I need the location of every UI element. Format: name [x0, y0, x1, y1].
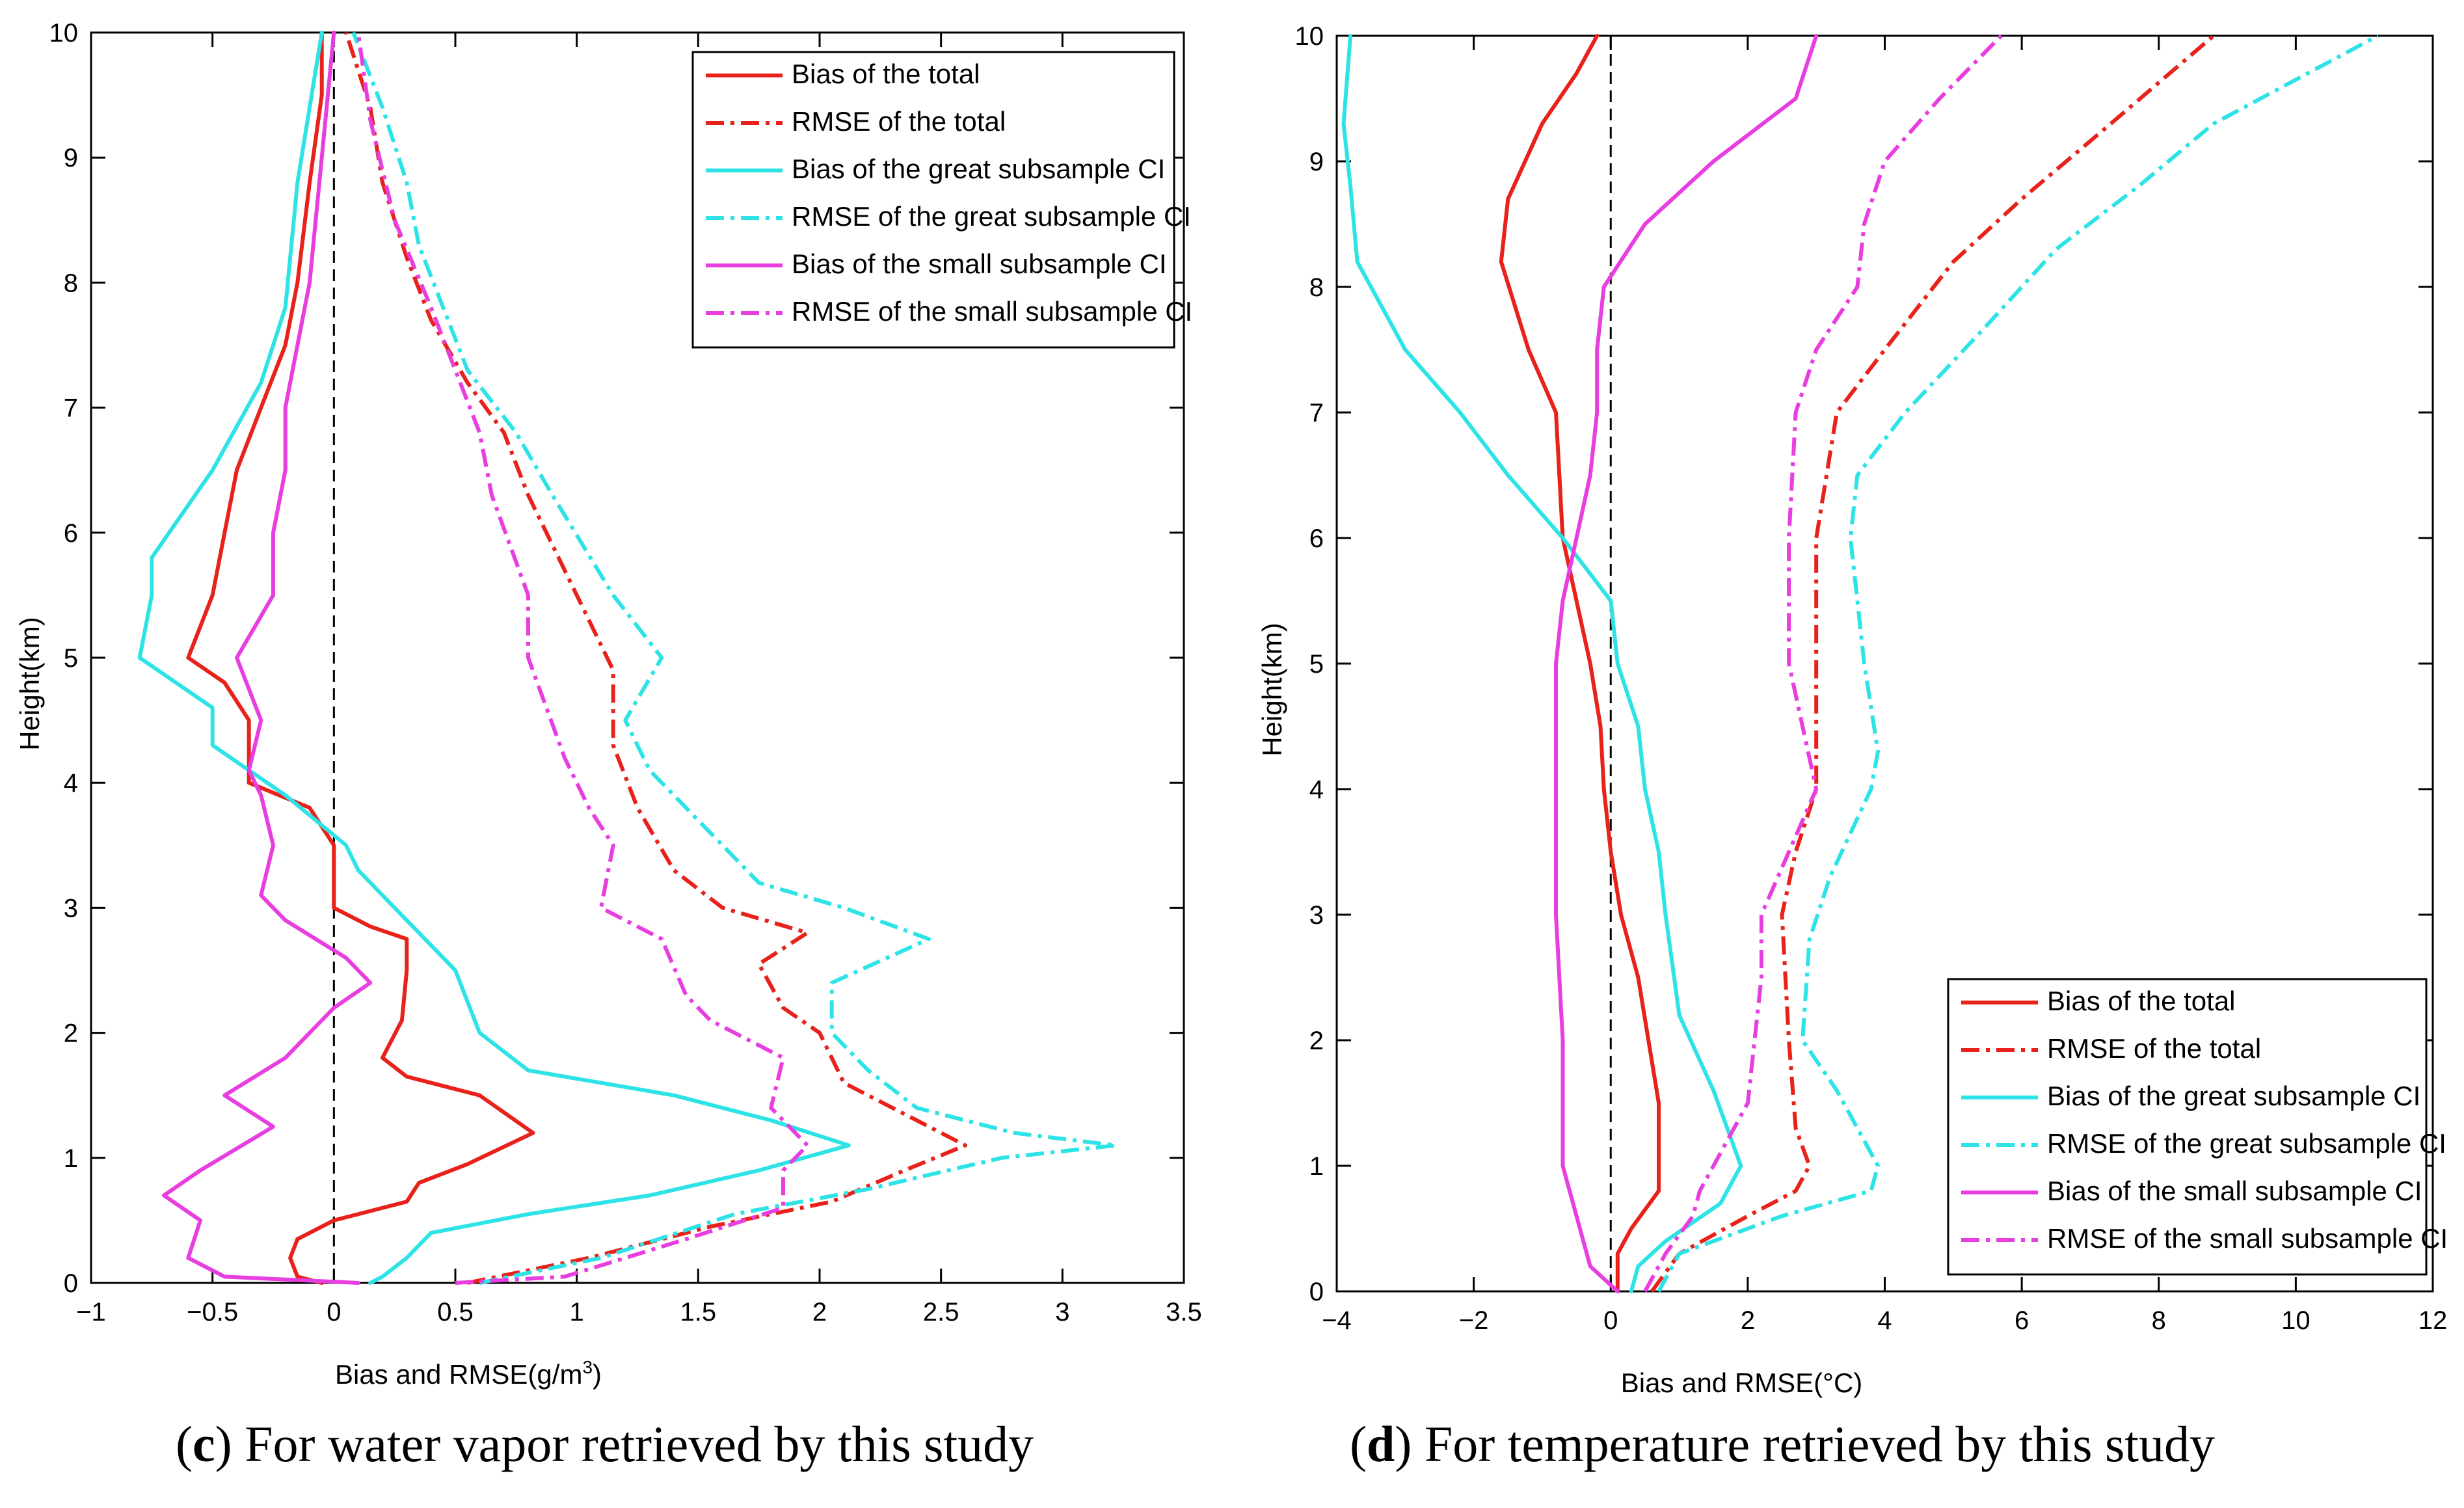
caption-letter: d — [1366, 1416, 1395, 1472]
x-tick-label: 3 — [1055, 1298, 1069, 1326]
legend-entry-label: RMSE of the great subsample CI — [2047, 1128, 2446, 1159]
series-line — [1657, 34, 2379, 1293]
y-tick-label: 7 — [64, 394, 78, 423]
legend-entry-label: Bias of the total — [2047, 986, 2236, 1016]
y-tick-label: 7 — [1309, 399, 1324, 427]
legend: Bias of the total RMSE of the total Bias o… — [691, 51, 1192, 349]
x-tick-label: 0 — [1603, 1306, 1618, 1335]
series-line — [1499, 34, 1661, 1293]
legend-entry-label: RMSE of the total — [2047, 1033, 2261, 1064]
x-tick-label: 1 — [570, 1298, 584, 1326]
x-tick-label: −2 — [1459, 1306, 1489, 1335]
legend-entry-label: Bias of the great subsample CI — [792, 154, 1165, 184]
legend-entry-label: RMSE of the small subsample CI — [792, 296, 1192, 327]
y-tick-label: 5 — [64, 644, 78, 673]
legend: Bias of the total RMSE of the total Bias o… — [1947, 978, 2448, 1276]
y-tick-label: 8 — [64, 269, 78, 297]
caption-text: For temperature retrieved by this study — [1412, 1416, 2216, 1472]
series-line — [1643, 34, 2003, 1293]
series-line — [344, 32, 967, 1285]
y-tick-label: 10 — [49, 19, 79, 47]
x-tick-label: 6 — [2015, 1306, 2029, 1335]
x-tick-label: −0.5 — [187, 1298, 238, 1326]
caption-c: (c) For water vapor retrieved by this st… — [176, 1416, 1034, 1472]
x-tick-label: 2 — [812, 1298, 827, 1326]
x-tick-label: 0 — [327, 1298, 341, 1326]
x-axis-label-end: ) — [593, 1359, 602, 1390]
series-line — [356, 32, 810, 1285]
x-tick-label: 1.5 — [680, 1298, 717, 1326]
y-tick-label: 5 — [1309, 650, 1324, 679]
legend-box — [691, 51, 1175, 349]
y-tick-label: 4 — [1309, 775, 1324, 804]
y-axis-label: Height(km) — [1257, 623, 1287, 756]
y-tick-label: 1 — [64, 1144, 78, 1173]
x-tick-label: 10 — [2281, 1306, 2310, 1335]
y-tick-label: 10 — [1295, 22, 1324, 51]
y-tick-label: 2 — [1309, 1027, 1324, 1055]
series-line — [186, 31, 535, 1285]
caption-d: (d) For temperature retrieved by this st… — [1350, 1416, 2216, 1472]
y-tick-label: 3 — [64, 894, 78, 922]
legend-entry-label: RMSE of the great subsample CI — [792, 201, 1191, 232]
x-axis-label-superscript: 3 — [582, 1357, 593, 1377]
y-tick-label: 2 — [64, 1019, 78, 1048]
y-tick-label: 9 — [64, 144, 78, 172]
legend-box — [1947, 978, 2428, 1276]
x-axis-label: Bias and RMSE(g/m3) — [335, 1357, 602, 1390]
series-line — [1650, 34, 2215, 1293]
series-line — [137, 31, 851, 1285]
x-tick-label: 2.5 — [923, 1298, 959, 1326]
y-tick-label: 6 — [1309, 524, 1324, 553]
y-tick-label: 1 — [1309, 1152, 1324, 1181]
y-tick-label: 4 — [64, 769, 78, 798]
y-tick-label: 6 — [64, 519, 78, 548]
chart-panel-c: −1 −0.5 0 0.5 1 1.5 2 2.5 3 3.5 0 1 2 3 4 5 6 7 8 9 10 Bias a… — [14, 19, 1202, 1390]
legend-entry-label: RMSE of the total — [792, 106, 1006, 137]
x-tick-label: −1 — [76, 1298, 106, 1326]
x-tick-label: 3.5 — [1166, 1298, 1202, 1326]
legend-entry-label: Bias of the small subsample CI — [2047, 1176, 2422, 1206]
y-tick-label: 9 — [1309, 148, 1324, 176]
y-axis-label: Height(km) — [14, 617, 45, 750]
legend-entry-label: Bias of the small subsample CI — [792, 249, 1167, 279]
x-tick-label: 12 — [2418, 1306, 2448, 1335]
series-line — [162, 31, 373, 1285]
legend-entry-label: Bias of the great subsample CI — [2047, 1081, 2420, 1111]
caption-text: For water vapor retrieved by this study — [232, 1416, 1034, 1472]
legend-entry-label: RMSE of the small subsample CI — [2047, 1223, 2448, 1254]
caption-letter: c — [192, 1416, 215, 1472]
x-tick-label: 0.5 — [437, 1298, 474, 1326]
x-tick-label: 2 — [1741, 1306, 1755, 1335]
legend-entry-label: Bias of the total — [792, 59, 980, 89]
series-line — [1554, 34, 1819, 1293]
y-tick-label: 0 — [1309, 1278, 1324, 1306]
y-tick-label: 3 — [1309, 901, 1324, 930]
x-tick-label: 4 — [1877, 1306, 1892, 1335]
x-tick-label: 8 — [2152, 1306, 2166, 1335]
series-line — [1341, 34, 1743, 1293]
series-line — [351, 31, 1118, 1285]
x-axis-label: Bias and RMSE(°C) — [1621, 1367, 1863, 1398]
y-tick-label: 8 — [1309, 273, 1324, 302]
y-tick-label: 0 — [64, 1269, 78, 1298]
x-tick-label: −4 — [1322, 1306, 1352, 1335]
